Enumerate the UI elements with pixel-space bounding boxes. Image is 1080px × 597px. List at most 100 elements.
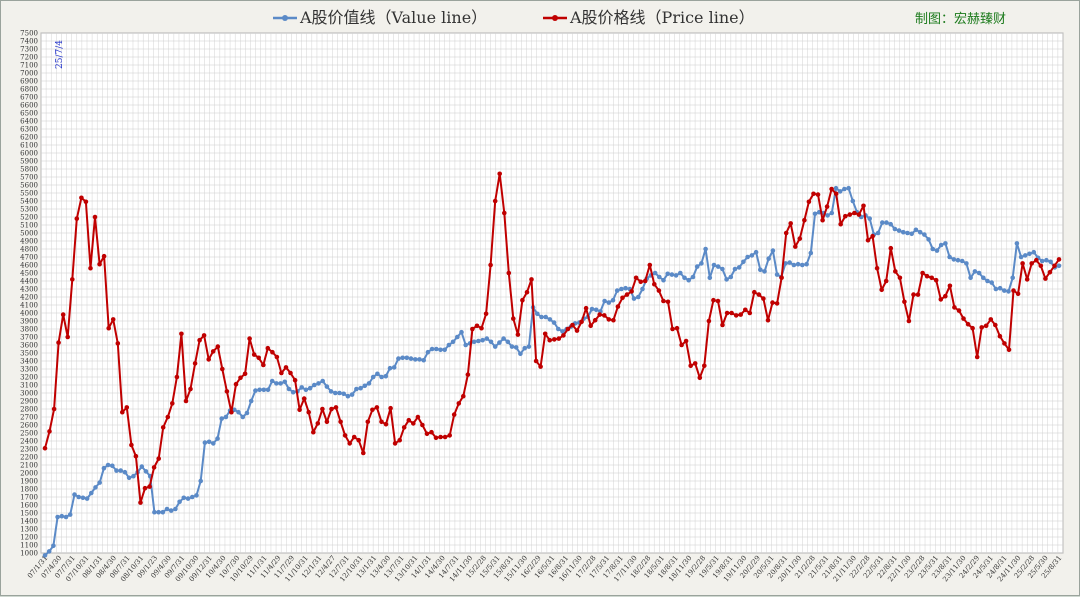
series-1-point	[592, 317, 598, 323]
series-1-point	[811, 191, 816, 197]
series-1-point	[883, 278, 889, 284]
series-1-point	[229, 409, 234, 415]
series-0-point	[143, 469, 149, 474]
series-1-point	[652, 281, 657, 287]
y-tick-label: 2300	[20, 445, 38, 453]
series-1-point	[356, 437, 362, 443]
series-0-point	[560, 329, 565, 334]
series-0-point	[261, 387, 267, 393]
series-0-point	[370, 374, 376, 380]
series-1-point	[288, 370, 293, 376]
series-1-point	[692, 361, 698, 366]
series-0-point	[194, 493, 199, 498]
y-tick-label: 1000	[20, 549, 38, 557]
series-0-point	[1031, 249, 1037, 255]
series-0-point	[354, 386, 359, 392]
series-1-point	[520, 297, 525, 303]
series-0-point	[84, 496, 90, 501]
series-1-point	[542, 331, 548, 337]
series-0-point	[791, 262, 797, 268]
series-0-point	[417, 357, 422, 362]
series-group	[42, 171, 1062, 558]
series-0-point	[749, 253, 755, 258]
series-1-point	[1043, 276, 1048, 281]
series-0-point	[181, 495, 187, 501]
series-1-point	[611, 317, 616, 323]
y-tick-label: 7100	[20, 61, 38, 69]
y-tick-label: 3500	[20, 349, 38, 357]
series-0-point	[215, 436, 220, 441]
series-0-point	[362, 383, 368, 389]
y-tick-label: 7300	[20, 45, 38, 53]
series-0-point	[413, 357, 418, 362]
series-1-point	[497, 171, 503, 177]
series-1-point	[420, 422, 425, 428]
series-1-point	[779, 275, 784, 281]
series-0-point	[286, 386, 292, 392]
series-0-point	[97, 480, 102, 485]
series-1-point	[74, 216, 80, 221]
series-1-point	[220, 366, 225, 372]
series-0-point	[513, 345, 519, 350]
series-0-point	[968, 275, 973, 281]
series-0-point	[236, 409, 241, 415]
series-1-point	[1052, 263, 1057, 269]
series-1-point	[502, 210, 507, 216]
series-1-point	[101, 253, 107, 259]
series-1-point	[915, 292, 921, 297]
series-1-point	[347, 441, 353, 446]
series-1-point	[988, 317, 994, 322]
series-1-point	[124, 405, 130, 410]
series-1-point	[806, 199, 812, 205]
series-1-point	[156, 456, 161, 461]
series-0-point	[833, 185, 839, 191]
y-tick-label: 1300	[20, 525, 38, 533]
series-0-point	[888, 221, 893, 227]
series-0-point	[543, 314, 548, 320]
series-1-point	[470, 326, 475, 332]
series-1-point	[747, 310, 753, 316]
series-0-point	[661, 277, 666, 283]
series-1-point	[815, 192, 821, 197]
series-1-point	[547, 337, 552, 343]
series-0-point	[404, 355, 410, 361]
series-0-point	[1044, 257, 1049, 263]
series-1-point	[702, 363, 707, 369]
series-1-point	[415, 414, 421, 420]
y-tick-label: 3800	[20, 325, 38, 333]
series-0-point	[829, 210, 835, 216]
series-0-point	[341, 391, 347, 397]
series-1-point	[661, 298, 666, 304]
y-tick-label: 2500	[20, 429, 38, 437]
series-1-point	[397, 437, 403, 443]
series-1-point	[1020, 261, 1025, 266]
y-tick-label: 4000	[20, 309, 38, 317]
series-1-point	[929, 275, 934, 281]
y-tick-label: 4400	[20, 277, 38, 285]
series-1-point	[952, 305, 957, 310]
series-0-point	[972, 269, 978, 274]
series-0-point	[446, 342, 452, 348]
series-0-point	[787, 260, 792, 265]
series-1-point	[224, 389, 230, 394]
series-0-point	[917, 229, 923, 235]
series-0-point	[463, 342, 469, 348]
series-0-point	[257, 387, 262, 393]
y-tick-label: 4200	[20, 293, 38, 301]
series-1-point	[674, 325, 680, 331]
series-1-point	[870, 233, 875, 239]
series-0-point	[766, 256, 771, 261]
y-tick-label: 7000	[20, 69, 38, 77]
series-1-point	[1024, 277, 1030, 282]
series-1-point	[1002, 341, 1007, 346]
series-0-point	[303, 387, 309, 393]
series-1-point	[824, 204, 830, 209]
series-1-point	[838, 221, 843, 227]
series-1-point	[656, 288, 662, 293]
y-tick-label: 1600	[20, 501, 38, 509]
series-1-point	[151, 465, 157, 470]
series-1-point	[315, 421, 321, 426]
series-0-point	[299, 385, 305, 390]
series-1-point	[924, 273, 930, 279]
